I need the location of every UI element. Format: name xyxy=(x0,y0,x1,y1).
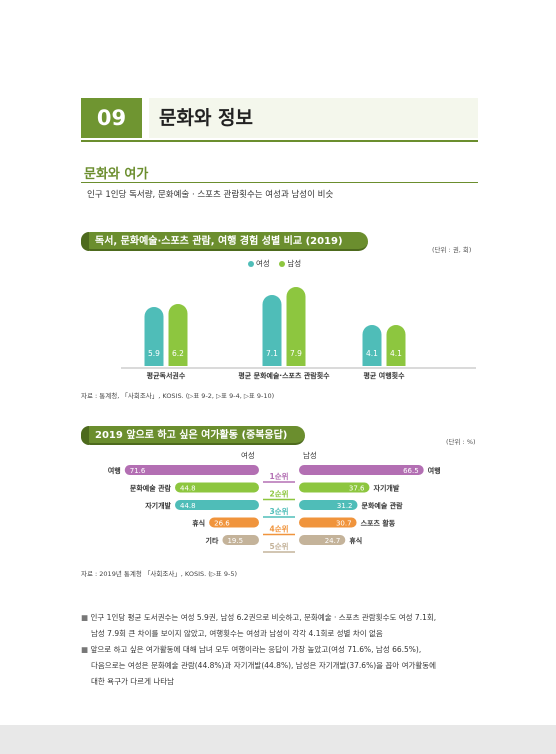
chart2-svg: 71.6 여행 66.5 여행 1순위 44.8 문화예술 관람 37.6 자기개발 2순위 44.… xyxy=(108,465,441,553)
legend-women: 여성 xyxy=(248,259,270,268)
chart1-source: 자료 : 통계청, 「사회조사」, KOSIS. (▷표 9-2, ▷표 9-4… xyxy=(81,392,275,400)
bar-women-value: 44.8 xyxy=(180,485,196,493)
bar-base-women xyxy=(144,357,164,366)
category-label: 평균독서권수 xyxy=(147,371,186,380)
legend-women-swatch xyxy=(248,261,254,267)
bullet-2-line-1: ■ 앞으로 하고 싶은 여가활동에 대해 남녀 모두 여행이라는 응답이 가장 … xyxy=(81,645,422,654)
rank-label: 4순위 xyxy=(269,524,288,534)
bar-men-value: 31.2 xyxy=(337,502,353,510)
bar-men xyxy=(299,465,424,475)
bar-men xyxy=(168,304,188,366)
bar-women-label: 여행 xyxy=(108,466,121,475)
bar-men-value: 66.5 xyxy=(403,467,419,475)
bar-value-label: 5.9 xyxy=(148,349,160,358)
bar-women xyxy=(222,535,259,545)
chart1-title: 독서, 문화예술·스포츠 관람, 여행 경험 성별 비교 (2019) xyxy=(95,236,343,247)
bullet-2-line-3: 대한 욕구가 다르게 나타남 xyxy=(91,677,175,686)
bar-men-label: 문화예술 관람 xyxy=(362,501,404,510)
rank-label: 3순위 xyxy=(269,506,288,516)
bar-women xyxy=(209,517,259,528)
summary-bullets: ■ 인구 1인당 평균 도서권수는 여성 5.9권, 남성 6.2권으로 비슷하… xyxy=(81,610,481,690)
chart2-title-pill: 2019 앞으로 하고 싶은 여가활동 (중복응답) xyxy=(81,426,305,445)
bar-women xyxy=(262,295,282,366)
bar-men xyxy=(299,535,346,545)
chapter-header: 09 문화와 정보 xyxy=(81,98,478,142)
chart2-men-header: 남성 xyxy=(303,451,317,460)
bullet-1-line-2: 남성 7.9회 큰 차이를 보이지 않았고, 여행횟수는 여성과 남성이 각각 … xyxy=(91,629,383,638)
bar-women-label: 기타 xyxy=(206,536,219,545)
bar-women xyxy=(362,325,382,366)
rank-label: 5순위 xyxy=(269,541,288,551)
bar-value-label: 6.2 xyxy=(172,349,184,358)
bar-base-men xyxy=(386,357,406,366)
bar-women-label: 문화예술 관람 xyxy=(130,484,172,493)
pill-accent xyxy=(81,232,89,251)
section-subtitle: 인구 1인당 독서량, 문화예술 · 스포츠 관람횟수는 여성과 남성이 비슷 xyxy=(87,190,334,200)
bar-base-men xyxy=(168,357,188,366)
chart1-unit: (단위 : 권, 회) xyxy=(432,246,472,254)
bar-base-men xyxy=(286,357,306,366)
bar-men xyxy=(286,287,306,366)
rank-label: 2순위 xyxy=(269,489,288,499)
bar-value-label: 7.1 xyxy=(266,349,278,358)
bar-men-label: 여행 xyxy=(428,466,441,475)
bullet-2-line-2: 다음으로는 여성은 문화예술 관람(44.8%)과 자기개발(44.8%), 남… xyxy=(91,661,437,670)
bar-men xyxy=(386,325,406,366)
bar-value-label: 4.1 xyxy=(366,349,378,358)
bar-women-label: 자기개발 xyxy=(145,501,171,510)
legend-men-swatch xyxy=(279,261,286,267)
category-label: 평균 여행횟수 xyxy=(363,371,405,380)
square-bullet-icon: ■ xyxy=(81,613,89,622)
pill-accent xyxy=(81,426,89,445)
bar-value-label: 7.9 xyxy=(290,349,302,358)
bar-women xyxy=(124,465,259,475)
chart1-legend: 여성 남성 xyxy=(248,258,301,269)
bar-men xyxy=(299,517,357,528)
bar-women-value: 26.6 xyxy=(214,520,230,528)
section-divider xyxy=(81,182,478,183)
bar-men-value: 24.7 xyxy=(325,537,341,545)
bar-men-value: 37.6 xyxy=(349,485,365,493)
bar-value-label: 4.1 xyxy=(390,349,402,358)
bar-men-value: 30.7 xyxy=(336,520,352,528)
rank-label: 1순위 xyxy=(269,471,288,481)
chart1-svg: 5.9 6.2 평균독서권수 7.1 7.9 평균 문화예술·스포츠 관람횟수 4.1 4.1… xyxy=(121,287,476,380)
bar-base-women xyxy=(262,357,282,366)
bar-women-value: 19.5 xyxy=(227,537,243,545)
bar-men xyxy=(299,500,358,510)
chart2-title: 2019 앞으로 하고 싶은 여가활동 (중복응답) xyxy=(95,430,288,441)
bar-base-women xyxy=(362,357,382,366)
square-bullet-icon: ■ xyxy=(81,645,89,654)
page-footer-band xyxy=(0,725,556,754)
bullet-1-line-1: ■ 인구 1인당 평균 도서권수는 여성 5.9권, 남성 6.2권으로 비슷하… xyxy=(81,613,437,622)
legend-men: 남성 xyxy=(279,259,301,268)
bar-men-label: 스포츠 활동 xyxy=(361,519,396,528)
chart1-title-pill: 독서, 문화예술·스포츠 관람, 여행 경험 성별 비교 (2019) xyxy=(81,232,368,251)
bar-men-label: 자기개발 xyxy=(374,484,400,493)
category-label: 평균 문화예술·스포츠 관람횟수 xyxy=(238,371,330,380)
bar-women-value: 71.6 xyxy=(130,467,146,475)
bar-men-label: 휴식 xyxy=(349,536,362,545)
bar-women-value: 44.8 xyxy=(180,502,196,510)
chart2-unit: (단위 : %) xyxy=(446,438,476,446)
bar-women xyxy=(175,500,259,510)
bar-women-label: 휴식 xyxy=(192,519,205,528)
bar-women xyxy=(175,482,259,493)
chart2-source: 자료 : 2019년 통계청 「사회조사」, KOSIS. (▷표 9-5) xyxy=(81,570,237,578)
chapter-number: 09 xyxy=(81,98,142,138)
chart2-women-header: 여성 xyxy=(241,451,255,460)
section-title: 문화와 여가 xyxy=(84,167,149,182)
bar-women xyxy=(144,307,164,366)
chapter-title: 문화와 정보 xyxy=(149,98,478,138)
bar-men xyxy=(299,482,370,493)
